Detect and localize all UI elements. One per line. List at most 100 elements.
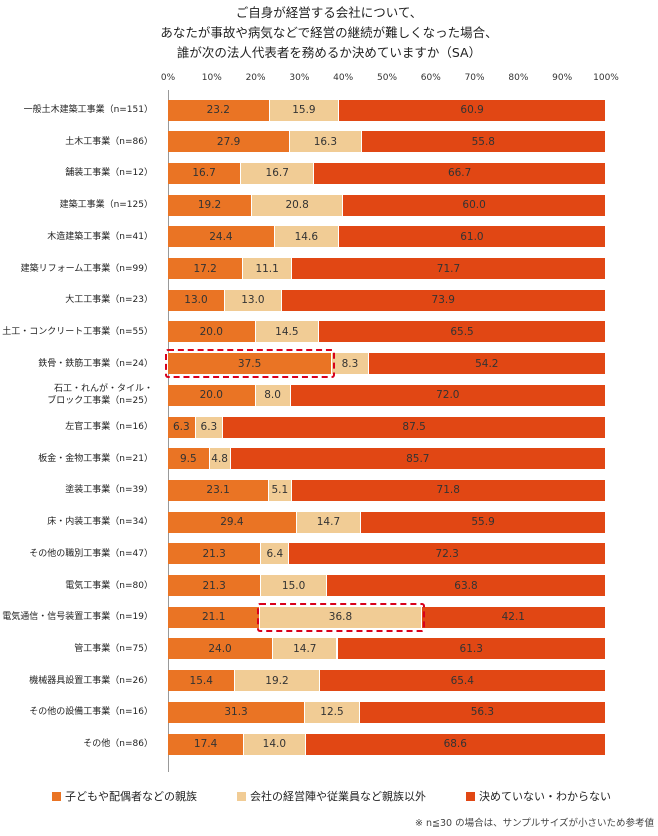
bar-segment: 14.7 <box>296 511 362 533</box>
x-tick-label: 30% <box>289 73 310 83</box>
bar-segment: 60.0 <box>343 194 606 216</box>
bar-segment: 60.9 <box>339 99 606 121</box>
x-tick-label: 80% <box>508 73 529 83</box>
bar-segment: 15.9 <box>269 99 340 121</box>
bar-segment: 24.4 <box>168 226 275 248</box>
bar-segment: 13.0 <box>224 289 282 311</box>
bar-segment: 71.8 <box>291 479 606 501</box>
bar-segment: 19.2 <box>235 670 320 692</box>
bar-segment: 16.7 <box>168 162 242 184</box>
bar-segment: 17.2 <box>168 258 244 279</box>
x-tick-label: 90% <box>552 73 573 83</box>
category-label: 左官工事業（n=16） <box>65 422 153 432</box>
chart-title-line-3: 誰が次の法人代表者を務めるか決めていますか（SA） <box>176 45 482 60</box>
x-tick-label: 100% <box>593 73 619 83</box>
bar-segment: 16.3 <box>290 131 362 153</box>
bar-segment: 23.1 <box>168 479 270 501</box>
category-label: 機械器具設置工事業（n=26） <box>29 675 153 686</box>
category-label: 一般土木建築工事業（n=151） <box>23 105 153 115</box>
legend-swatch-family <box>52 791 61 801</box>
category-label: 電気通信・信号装置工事業（n=19） <box>2 612 153 623</box>
bar-segment: 13.0 <box>168 289 225 311</box>
bar-segment: 27.9 <box>168 131 291 153</box>
bar-segment: 8.0 <box>255 384 291 406</box>
bar-segment: 21.1 <box>168 606 261 628</box>
bar-segment: 6.3 <box>168 416 196 438</box>
x-tick-label: 60% <box>420 73 441 83</box>
bar-segment: 15.0 <box>261 575 327 596</box>
bar-segment: 8.3 <box>332 353 369 375</box>
bar-segment: 55.8 <box>361 131 606 153</box>
bar-segment: 63.8 <box>326 575 606 596</box>
legend-item-undecided: 決めていない・わからない <box>466 788 611 804</box>
legend-item-non-family: 会社の経営陣や従業員など親族以外 <box>237 788 426 804</box>
bar-segment: 17.4 <box>168 733 245 755</box>
x-tick-label: 0% <box>160 73 176 83</box>
legend-label-family: 子どもや配偶者などの親族 <box>65 790 197 803</box>
bar-segment: 66.7 <box>314 162 606 184</box>
bar-segment: 61.0 <box>338 226 606 248</box>
legend-label-undecided: 決めていない・わからない <box>479 790 611 803</box>
bar-segment: 5.1 <box>269 479 292 501</box>
category-label: 建築リフォーム工事業（n=99） <box>20 263 153 274</box>
category-label: とび・土工・コンクリート工事業（n=55） <box>0 326 153 337</box>
highlight-box <box>257 602 425 632</box>
bar-segment: 73.9 <box>281 289 606 311</box>
bar-segment: 85.7 <box>230 448 606 470</box>
bar-segment: 16.7 <box>241 162 315 184</box>
chart-legend: 子どもや配偶者などの親族 会社の経営陣や従業員など親族以外 決めていない・わから… <box>52 788 651 804</box>
legend-item-family: 子どもや配偶者などの親族 <box>52 788 197 804</box>
bar-segment: 4.8 <box>209 448 231 470</box>
legend-label-non-family: 会社の経営陣や従業員など親族以外 <box>250 790 426 803</box>
category-label: 電気工事業（n=80） <box>65 580 153 591</box>
bar-segment: 56.3 <box>359 701 606 723</box>
category-label: 塗装工事業（n=39） <box>65 485 153 496</box>
category-label: 土木工事業（n=86） <box>65 136 153 147</box>
category-label: その他（n=86） <box>83 739 153 749</box>
category-label: 鉄骨・鉄筋工事業（n=24） <box>38 358 153 369</box>
bar-segment: 19.2 <box>168 194 253 216</box>
category-label: 舗装工事業（n=12） <box>65 168 153 179</box>
bar-segment: 12.5 <box>305 701 360 723</box>
category-label: 管工事業（n=75） <box>74 643 153 654</box>
bar-segment: 9.5 <box>168 448 210 470</box>
category-label: その他の職別工事業（n=47） <box>29 548 153 559</box>
category-label: 木造建築工事業（n=41） <box>47 231 153 242</box>
bar-segment: 6.3 <box>195 416 224 438</box>
x-tick-label: 50% <box>376 73 398 83</box>
bar-segment: 61.3 <box>337 638 606 660</box>
x-tick-label: 20% <box>245 73 266 83</box>
bar-segment: 23.2 <box>168 99 270 121</box>
bar-segment: 37.5 <box>168 353 333 375</box>
bar-segment: 20.0 <box>168 384 256 406</box>
x-tick-label: 40% <box>333 73 354 83</box>
x-tick-label: 10% <box>201 73 222 83</box>
category-label: 建築工事業（n=125） <box>59 200 153 211</box>
bar-segment: 65.5 <box>319 321 606 343</box>
bar-segment: 72.3 <box>289 543 606 565</box>
category-label: その他の設備工事業（n=16） <box>29 707 153 718</box>
bar-segment: 24.0 <box>168 638 274 660</box>
bar-segment: 31.3 <box>168 701 306 723</box>
bar-segment: 68.6 <box>305 733 606 755</box>
bar-segment: 55.9 <box>361 511 606 533</box>
category-label: 板金・金物工事業（n=21） <box>38 453 153 464</box>
bar-segment: 15.4 <box>168 670 236 692</box>
footnote: ※ n≦30 の場合は、サンプルサイズが小さいため参考値 <box>415 818 654 829</box>
bar-segment: 21.3 <box>168 543 262 565</box>
bar-segment: 54.2 <box>368 353 606 375</box>
bar-segment: 14.0 <box>244 733 306 755</box>
bar-segment: 20.8 <box>252 194 344 216</box>
bar-segment: 6.4 <box>261 543 290 565</box>
chart-title-line-2: あなたが事故や病気などで経営の継続が難しくなった場合、 <box>160 25 498 40</box>
bar-segment: 36.8 <box>260 606 422 628</box>
category-label: 大工工事業（n=23） <box>65 295 153 306</box>
bar-segment: 87.5 <box>223 416 606 438</box>
bar-segment: 72.0 <box>290 384 606 406</box>
bar-segment: 20.0 <box>168 321 256 343</box>
category-label: 石工・れんが・タイル・ ブロック工事業（n=25） <box>47 384 153 407</box>
bar-segment: 21.3 <box>168 575 262 596</box>
bar-segment: 65.4 <box>319 670 606 692</box>
highlight-box <box>165 349 336 379</box>
bar-segment: 71.7 <box>291 258 606 279</box>
